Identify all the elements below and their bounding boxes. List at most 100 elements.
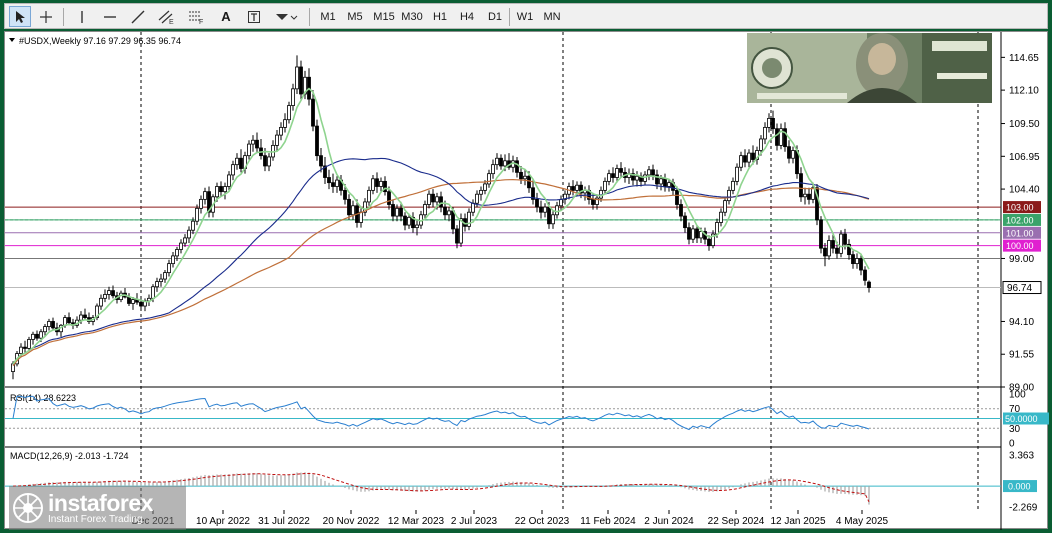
candle-body — [275, 134, 279, 146]
candle-body — [859, 258, 863, 271]
cursor-icon[interactable] — [9, 6, 31, 27]
candle-body — [187, 229, 191, 239]
candle-body — [503, 160, 507, 167]
candle-body — [479, 189, 483, 195]
candle-body — [19, 346, 23, 354]
candle-body — [647, 169, 651, 176]
candle-body — [515, 160, 519, 173]
candle-body — [595, 197, 599, 205]
logo-tagline: Instant Forex Trading — [48, 513, 143, 525]
ma-slow-line — [12, 178, 870, 367]
candle-body — [27, 339, 31, 349]
timeframe-m1-button[interactable]: M1 — [320, 10, 336, 23]
candle-body — [99, 297, 103, 307]
chart-area[interactable]: #USDX,Weekly 97.16 97.29 96.35 96.74 114.… — [4, 31, 1049, 530]
candle-body — [651, 169, 655, 176]
macd-header: MACD(12,26,9) -2.013 -1.724 — [10, 451, 129, 461]
candle-body — [371, 178, 375, 191]
candle-body — [131, 299, 135, 304]
timeframe-m30-button[interactable]: M30 — [401, 10, 423, 23]
horizontal-line-icon[interactable] — [99, 6, 121, 27]
candle-body — [31, 333, 35, 340]
rsi-scale-label: 0 — [1009, 439, 1015, 450]
candle-body — [655, 174, 659, 185]
timeframe-h4-button[interactable]: H4 — [459, 10, 475, 23]
candle-body — [327, 177, 331, 184]
level-tag-100.00: 100.00 — [1006, 241, 1034, 251]
candle-body — [335, 179, 339, 187]
candle-body — [151, 286, 155, 299]
candle-body — [491, 164, 495, 175]
x-axis-label: 22 Sep 2024 — [708, 516, 765, 527]
price-scale-label: 114.65 — [1009, 53, 1039, 64]
equidistant-channel-icon[interactable]: E — [155, 6, 177, 27]
candle-body — [51, 321, 55, 329]
candle-body — [679, 204, 683, 217]
crosshair-icon[interactable] — [35, 6, 57, 27]
candle-body — [811, 187, 815, 200]
candle-body — [199, 198, 203, 209]
x-axis-label: 2 Jun 2024 — [644, 516, 694, 527]
level-tag-bg-103.00 — [1003, 201, 1041, 214]
text-label-icon[interactable] — [243, 6, 265, 27]
trendline-icon[interactable] — [127, 6, 149, 27]
candle-body — [423, 204, 427, 216]
fibonacci-icon[interactable]: F — [185, 6, 207, 27]
candle-body — [263, 155, 267, 167]
candle-body — [471, 202, 475, 213]
candle-body — [171, 255, 175, 265]
candle-body — [807, 193, 811, 200]
arrows-icon[interactable] — [271, 6, 301, 27]
candle-body — [347, 198, 351, 216]
candle-body — [459, 218, 463, 244]
x-axis-label: 4 May 2025 — [836, 516, 889, 527]
timeframe-w1-button[interactable]: W1 — [516, 10, 534, 23]
candle-body — [155, 281, 159, 288]
x-axis-label: 31 Jul 2022 — [258, 516, 310, 527]
price-chart-canvas[interactable]: #USDX,Weekly 97.16 97.29 96.35 96.74 114.… — [5, 32, 1049, 530]
candle-body — [643, 174, 647, 182]
timeframe-m5-button[interactable]: M5 — [347, 10, 363, 23]
chart-toolbar: E F A M1 M5 M15 M30 H1 H4 D1 W1 MN — [4, 3, 1048, 29]
banner-image — [747, 33, 992, 103]
candle-body — [447, 210, 451, 216]
macd-zero-tag: 0.000 — [1008, 482, 1031, 492]
timeframe-h1-button[interactable]: H1 — [432, 10, 448, 23]
candle-body — [375, 178, 379, 187]
candle-body — [819, 219, 823, 249]
timeframe-mn-button[interactable]: MN — [543, 10, 561, 23]
candle-body — [195, 207, 199, 222]
candle-body — [415, 224, 419, 229]
candle-body — [139, 301, 143, 307]
timeframe-m15-button[interactable]: M15 — [373, 10, 395, 23]
candle-body — [391, 204, 395, 217]
candle-body — [183, 237, 187, 244]
candle-body — [867, 281, 871, 288]
candle-body — [235, 157, 239, 166]
price-scale-label: 106.95 — [1009, 152, 1040, 163]
candle-body — [831, 240, 835, 249]
instaforex-logo: instaforex Instant Forex Trading — [9, 486, 186, 530]
level-tag-101.00: 101.00 — [1006, 228, 1034, 238]
candle-body — [399, 207, 403, 217]
candle-body — [179, 242, 183, 250]
candle-body — [435, 196, 439, 203]
candle-body — [687, 227, 691, 240]
candle-body — [835, 247, 839, 254]
candle-body — [715, 222, 719, 235]
timeframe-d1-button[interactable]: D1 — [487, 10, 503, 23]
candle-body — [255, 139, 259, 149]
candle-body — [127, 296, 131, 304]
candle-body — [83, 314, 87, 319]
svg-text:E: E — [169, 19, 174, 24]
ma-mid-line — [12, 157, 870, 365]
candle-body — [791, 150, 795, 159]
candle-body — [287, 105, 291, 121]
text-tool-button[interactable]: A — [221, 9, 231, 24]
candle-body — [619, 168, 623, 173]
candle-body — [267, 156, 271, 167]
candle-body — [103, 294, 107, 299]
candle-body — [407, 216, 411, 226]
vertical-line-icon[interactable] — [71, 6, 93, 27]
header-dropdown-icon — [9, 38, 15, 42]
